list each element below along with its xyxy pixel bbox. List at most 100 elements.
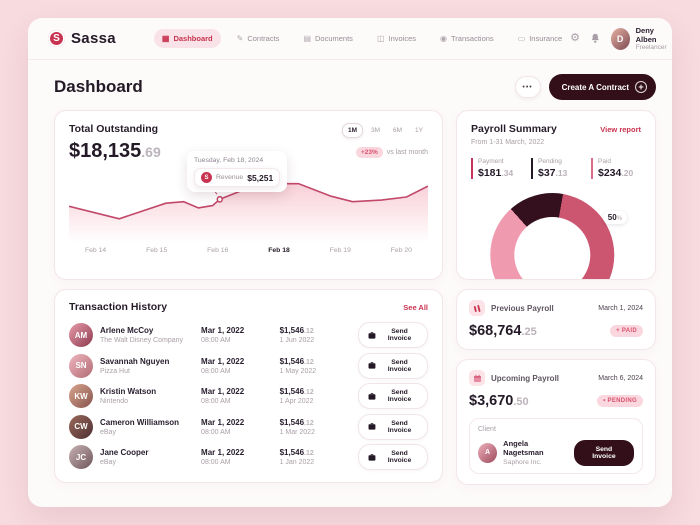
send-invoice-button[interactable]: Send Invoice xyxy=(358,444,428,471)
invoices-icon: ◫ xyxy=(376,34,385,43)
payee-company: The Walt Disney Company xyxy=(100,337,183,345)
payee-company: Nintendo xyxy=(100,398,129,406)
payee-company: Pizza Hut xyxy=(100,367,130,375)
time-range-filters: 1M 3M 6M 1Y xyxy=(341,123,428,138)
transactions-title: Transaction History xyxy=(69,301,168,313)
tx-time: 08:00 AM xyxy=(201,428,231,436)
calendar-icon xyxy=(469,370,485,386)
send-invoice-button[interactable]: Send Invoice xyxy=(358,383,428,410)
upcoming-payroll-card: Upcoming Payroll March 6, 2024 $3,670.50… xyxy=(456,359,656,485)
page-title: Dashboard xyxy=(54,77,143,96)
donut-ring xyxy=(490,193,615,279)
x-axis-labels: Feb 14 Feb 15 Feb 16 Feb 18 Feb 19 Feb 2… xyxy=(69,243,428,254)
avatar: CW xyxy=(69,414,93,439)
client-send-invoice-button[interactable]: Send Invoice xyxy=(573,439,634,466)
invoice-icon xyxy=(368,362,376,369)
avatar: AM xyxy=(69,323,93,348)
upcoming-payroll-date: March 6, 2024 xyxy=(598,374,643,382)
send-invoice-button[interactable]: Send Invoice xyxy=(358,413,428,440)
tx-time: 08:00 AM xyxy=(201,337,231,345)
tx-date: Mar 1, 2022 xyxy=(201,356,245,366)
previous-payroll-title: Previous Payroll xyxy=(491,303,554,313)
axis-tick: Feb 16 xyxy=(207,247,229,254)
payee-company: eBay xyxy=(100,459,116,467)
client-company: Saphore Inc. xyxy=(503,459,542,466)
filter-1m[interactable]: 1M xyxy=(341,123,363,138)
tx-date: Mar 1, 2022 xyxy=(201,387,245,397)
nav-item-insurance[interactable]: ▭ Insurance xyxy=(510,29,571,48)
payroll-summary-card: Payroll Summary View report From 1-31 Ma… xyxy=(456,110,656,280)
notifications-bell-icon[interactable] xyxy=(590,32,601,45)
client-label: Client xyxy=(478,426,496,433)
payroll-bars-icon xyxy=(469,300,485,316)
change-indicator: +23% vs last month xyxy=(355,147,428,158)
settings-gear-icon[interactable]: ⚙ xyxy=(570,32,581,44)
nav-label: Transactions xyxy=(451,34,494,43)
payroll-summary-title: Payroll Summary xyxy=(471,123,557,135)
tx-amount: $1,546.12 xyxy=(279,356,314,366)
more-options-button[interactable]: ••• xyxy=(514,76,541,98)
avatar: SN xyxy=(69,353,93,378)
payroll-donut-chart[interactable]: 50% xyxy=(471,187,641,279)
nav-label: Contracts xyxy=(247,34,280,43)
dashboard-icon: ▦ xyxy=(161,34,170,43)
previous-payroll-date: March 1, 2024 xyxy=(598,304,643,312)
tx-due-date: 1 Mar 2022 xyxy=(279,428,315,436)
outstanding-title: Total Outstanding xyxy=(69,123,159,135)
filter-3m[interactable]: 3M xyxy=(370,127,381,134)
invoice-icon xyxy=(368,453,376,461)
nav-item-transactions[interactable]: ◉ Transactions xyxy=(432,29,502,48)
nav-label: Insurance xyxy=(529,34,563,43)
pending-badge: • PENDING xyxy=(597,395,643,407)
send-invoice-button[interactable]: Send Invoice xyxy=(358,352,428,379)
client-name: Angela Nagetsman xyxy=(503,439,544,457)
tx-due-date: 1 Jan 2022 xyxy=(279,459,315,467)
header-actions: ••• Create A Contract + xyxy=(514,74,656,100)
previous-payroll-card: Previous Payroll March 1, 2024 $68,764.2… xyxy=(456,289,656,350)
nav-item-dashboard[interactable]: ▦ Dashboard xyxy=(153,29,221,48)
tx-amount: $1,546.12 xyxy=(279,326,314,336)
create-contract-button[interactable]: Create A Contract + xyxy=(548,74,656,100)
tx-due-date: 1 Jun 2022 xyxy=(279,337,315,345)
donut-percentage-label: 50% xyxy=(602,211,627,224)
invoice-icon xyxy=(368,423,376,430)
send-invoice-button[interactable]: Send Invoice xyxy=(358,322,428,349)
stat-payment: Payment $181.34 xyxy=(471,158,521,179)
tx-time: 08:00 AM xyxy=(201,459,231,467)
revenue-line-chart[interactable]: Tuesday, Feb 18, 2024 S Revenue $5,251 xyxy=(69,151,428,243)
nav-item-contracts[interactable]: ✎ Contracts xyxy=(229,29,288,48)
tooltip-label: Revenue xyxy=(216,174,244,181)
avatar: JC xyxy=(69,445,93,470)
tooltip-date: Tuesday, Feb 18, 2024 xyxy=(194,157,264,164)
nav-item-invoices[interactable]: ◫ Invoices xyxy=(369,29,424,48)
tx-time: 08:00 AM xyxy=(201,398,231,406)
upcoming-payroll-title: Upcoming Payroll xyxy=(491,373,560,383)
left-column: Total Outstanding $18,135.69 1M 3M 6M 1Y xyxy=(54,110,443,485)
stat-paid: Paid $234.20 xyxy=(591,158,641,179)
insurance-icon: ▭ xyxy=(517,34,526,43)
see-all-link[interactable]: See All xyxy=(403,302,428,312)
table-row: SN Savannah Nguyen Pizza Hut Mar 1, 2022… xyxy=(69,351,428,382)
brand-home-link[interactable]: S Sassa xyxy=(48,30,116,47)
nav-item-documents[interactable]: ▤ Documents xyxy=(295,29,361,48)
main-nav: ▦ Dashboard ✎ Contracts ▤ Documents ◫ In… xyxy=(153,29,571,48)
right-column: Payroll Summary View report From 1-31 Ma… xyxy=(456,110,656,485)
filter-6m[interactable]: 6M xyxy=(393,127,403,134)
contracts-icon: ✎ xyxy=(236,34,244,43)
payee-name: Cameron Williamson xyxy=(100,417,180,427)
tx-due-date: 1 May 2022 xyxy=(279,367,317,375)
dashboard-grid: Total Outstanding $18,135.69 1M 3M 6M 1Y xyxy=(28,110,672,499)
outstanding-amount: $18,135.69 xyxy=(69,140,161,162)
user-menu[interactable]: D Deny Alben Freelancer xyxy=(610,26,672,51)
chart-tooltip: Tuesday, Feb 18, 2024 S Revenue $5,251 xyxy=(187,151,288,192)
nav-label: Documents xyxy=(315,34,353,43)
page-header: Dashboard ••• Create A Contract + xyxy=(28,60,672,110)
invoice-icon xyxy=(368,392,376,400)
client-avatar: A xyxy=(478,442,498,463)
filter-1y[interactable]: 1Y xyxy=(415,127,423,134)
user-avatar: D xyxy=(610,27,630,50)
view-report-link[interactable]: View report xyxy=(600,124,641,134)
payee-name: Jane Cooper xyxy=(100,448,149,458)
tx-amount: $1,546.12 xyxy=(279,387,314,397)
tx-amount: $1,546.12 xyxy=(279,448,314,458)
